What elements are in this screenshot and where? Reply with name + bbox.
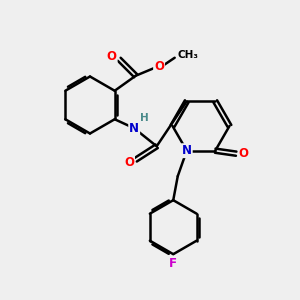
Text: H: H <box>140 113 149 123</box>
Text: N: N <box>182 144 192 157</box>
Text: O: O <box>154 60 164 73</box>
Text: F: F <box>169 257 177 270</box>
Text: O: O <box>124 156 134 169</box>
Text: O: O <box>239 147 249 160</box>
Text: N: N <box>129 122 139 135</box>
Text: CH₃: CH₃ <box>178 50 199 60</box>
Text: O: O <box>107 50 117 63</box>
